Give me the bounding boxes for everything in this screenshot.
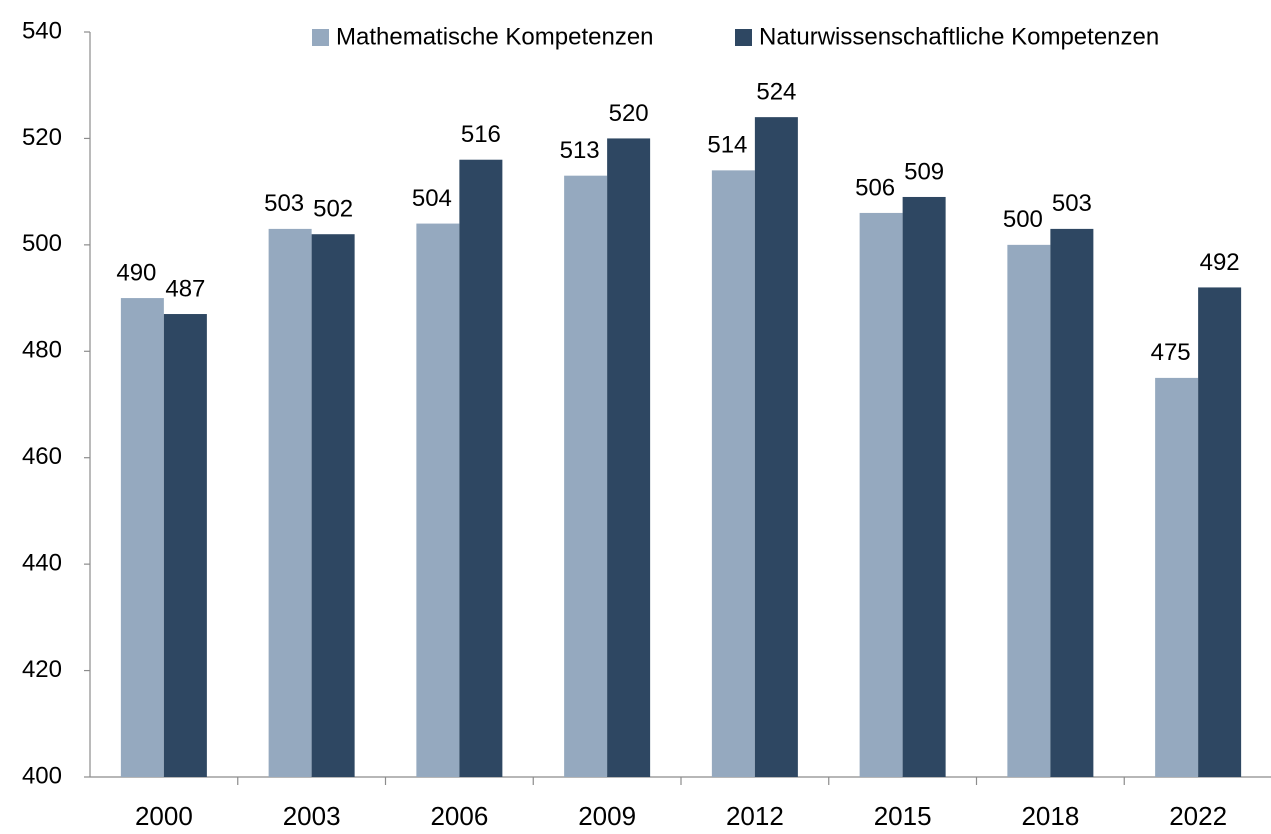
data-label: 503: [264, 190, 304, 217]
y-tick-label: 480: [22, 337, 62, 364]
data-label: 516: [461, 121, 501, 148]
bar: [1155, 377, 1199, 777]
bar: [711, 170, 755, 777]
x-tick-label: 2000: [135, 801, 193, 831]
x-tick-label: 2003: [283, 801, 341, 831]
data-label: 504: [412, 185, 452, 212]
y-tick-label: 400: [22, 762, 62, 789]
y-tick-label: 440: [22, 549, 62, 576]
data-label: 520: [609, 100, 649, 127]
data-label: 503: [1052, 190, 1092, 217]
bar: [311, 234, 355, 777]
bar: [564, 175, 608, 777]
data-label: 490: [116, 259, 156, 286]
legend-swatch: [735, 29, 752, 46]
legend-swatch: [312, 29, 329, 46]
bar: [1007, 244, 1051, 777]
bar: [120, 298, 164, 777]
bar: [268, 228, 312, 778]
bar: [416, 223, 460, 778]
legend-label: Mathematische Kompetenzen: [336, 23, 654, 50]
bar: [754, 117, 798, 777]
x-tick-label: 2022: [1169, 801, 1227, 831]
bar: [459, 159, 503, 777]
x-tick-label: 2012: [726, 801, 784, 831]
bar: [902, 196, 946, 777]
data-label: 524: [756, 78, 796, 105]
bar: [163, 314, 207, 777]
data-label: 509: [904, 158, 944, 185]
legend-label: Naturwissenschaftliche Kompetenzen: [759, 23, 1159, 50]
data-label: 500: [1003, 206, 1043, 233]
bar: [1198, 287, 1242, 777]
x-tick-label: 2015: [874, 801, 932, 831]
y-tick-label: 420: [22, 656, 62, 683]
data-label: 506: [855, 174, 895, 201]
x-tick-label: 2009: [578, 801, 636, 831]
y-tick-label: 500: [22, 230, 62, 257]
data-label: 487: [165, 275, 205, 302]
x-tick-label: 2018: [1021, 801, 1079, 831]
data-label: 475: [1151, 339, 1191, 366]
data-label: 513: [560, 137, 600, 164]
y-tick-label: 520: [22, 124, 62, 151]
data-label: 492: [1200, 249, 1240, 276]
x-tick-label: 2006: [430, 801, 488, 831]
bar: [607, 138, 651, 777]
data-label: 514: [707, 132, 747, 159]
data-label: 502: [313, 196, 353, 223]
bar: [1050, 228, 1094, 778]
y-tick-label: 540: [22, 17, 62, 44]
y-tick-label: 460: [22, 443, 62, 470]
bar: [859, 212, 903, 777]
